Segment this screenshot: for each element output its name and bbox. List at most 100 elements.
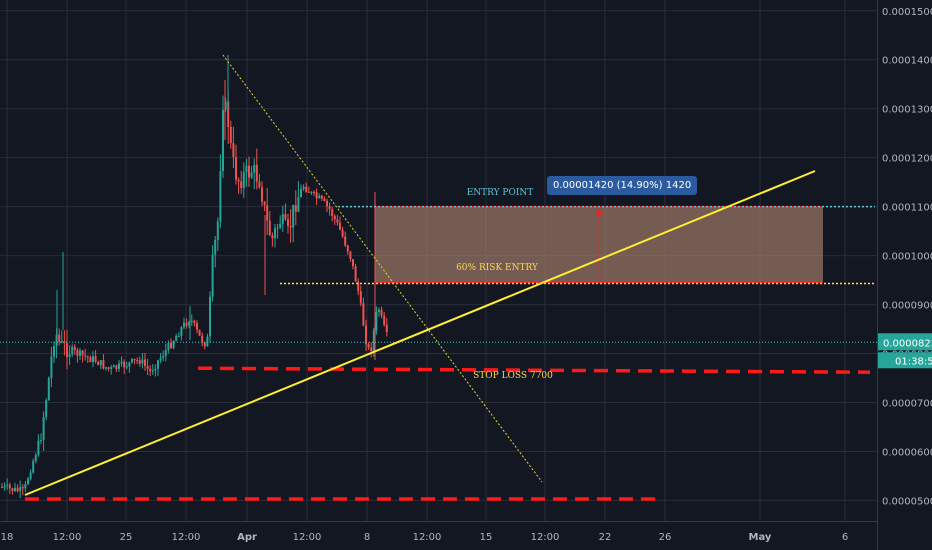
- y-tick-label: 0.00005000: [882, 496, 932, 507]
- candle-body: [99, 360, 102, 366]
- candle-body: [58, 334, 61, 342]
- candle-body: [271, 235, 274, 239]
- candle-body: [8, 484, 11, 489]
- candle-body: [206, 336, 209, 347]
- x-tick-label: 22: [599, 532, 612, 543]
- candle-body: [112, 365, 115, 368]
- candle-body: [118, 363, 120, 369]
- candle-body: [138, 360, 141, 364]
- candle-body: [89, 357, 92, 363]
- candle-body: [287, 219, 289, 226]
- candle-body: [346, 245, 349, 252]
- candle-body: [261, 187, 263, 202]
- candle-body: [40, 440, 42, 442]
- candle-body: [37, 441, 40, 456]
- candle-body: [359, 291, 362, 304]
- candle-body: [34, 455, 37, 461]
- candle-body: [42, 417, 45, 441]
- candle-body: [157, 360, 159, 369]
- candle-body: [110, 367, 113, 369]
- candle-body: [102, 360, 105, 369]
- candle-body: [297, 197, 300, 212]
- candle-body: [3, 485, 6, 488]
- candle-body: [92, 356, 94, 363]
- candle-body: [16, 487, 19, 492]
- candle-body: [352, 259, 354, 267]
- candle-body: [14, 487, 16, 492]
- candle-body: [235, 157, 237, 180]
- candle-body: [292, 204, 295, 228]
- candle-body: [341, 229, 344, 237]
- candle-body: [128, 362, 131, 367]
- candle-body: [336, 219, 339, 223]
- candle-body: [367, 344, 370, 348]
- candle-body: [32, 460, 35, 473]
- y-tick-label: 0.00011000: [882, 203, 932, 214]
- candle-body: [300, 188, 302, 198]
- candle-body: [1, 487, 3, 488]
- candle-body: [203, 342, 206, 347]
- candle-body: [27, 478, 29, 485]
- candle-body: [151, 370, 154, 372]
- candle-body: [71, 346, 74, 355]
- candle-body: [6, 484, 9, 486]
- candle-body: [201, 335, 204, 343]
- candle-body: [144, 359, 146, 366]
- candle-body: [146, 365, 149, 369]
- x-tick-label: 25: [120, 532, 133, 543]
- candle-body: [229, 126, 232, 144]
- y-tick-label: 0.00014000: [882, 56, 932, 67]
- candle-body: [175, 335, 178, 342]
- candle-body: [125, 366, 128, 368]
- candle-body: [196, 323, 198, 330]
- candle-body: [268, 220, 271, 236]
- candle-body: [315, 192, 318, 199]
- candle-body: [123, 361, 126, 368]
- candle-body: [180, 327, 183, 336]
- stop-loss-line: [197, 366, 871, 374]
- candle-body: [136, 360, 139, 362]
- descending-trendline: [222, 54, 543, 483]
- candle-body: [120, 361, 123, 364]
- x-tick-label: 26: [659, 532, 672, 543]
- candle-body: [274, 228, 276, 239]
- x-tick-label: 12:00: [172, 532, 201, 543]
- candle-body: [63, 341, 66, 344]
- candle-body: [323, 198, 326, 201]
- candle-body: [170, 343, 172, 348]
- candle-body: [266, 205, 269, 221]
- y-tick-label: 0.00013000: [882, 105, 932, 116]
- candle-body: [133, 358, 136, 361]
- candle-body: [81, 350, 84, 356]
- candle-body: [263, 201, 266, 206]
- countdown-value: 01:38:59: [895, 356, 932, 367]
- candle-body: [313, 191, 315, 193]
- candle-body: [167, 343, 170, 350]
- candle-body: [47, 377, 50, 401]
- candle-body: [289, 225, 292, 228]
- candle-body: [209, 296, 211, 337]
- candle-body: [253, 164, 256, 173]
- candle-body: [349, 251, 352, 260]
- y-tick-label: 0.00007000: [882, 399, 932, 410]
- candle-body: [281, 214, 284, 224]
- y-tick-label: 0.00009000: [882, 301, 932, 312]
- candle-body: [255, 164, 258, 182]
- entry-point-label: ENTRY POINT: [467, 188, 534, 198]
- candle-body: [86, 356, 89, 358]
- x-tick-label: 8: [364, 532, 370, 543]
- stop-loss-label: STOP LOSS 7700: [473, 371, 553, 381]
- candle-body: [29, 472, 32, 479]
- y-tick-label: 0.00010000: [882, 252, 932, 263]
- candle-body: [79, 350, 81, 356]
- candle-body: [177, 335, 180, 337]
- x-tick-label: Apr: [237, 532, 257, 543]
- candle-body: [214, 239, 217, 255]
- candle-body: [357, 281, 360, 292]
- candle-body: [11, 488, 14, 492]
- candle-body: [328, 206, 331, 210]
- candle-body: [318, 195, 321, 199]
- candle-body: [19, 487, 22, 492]
